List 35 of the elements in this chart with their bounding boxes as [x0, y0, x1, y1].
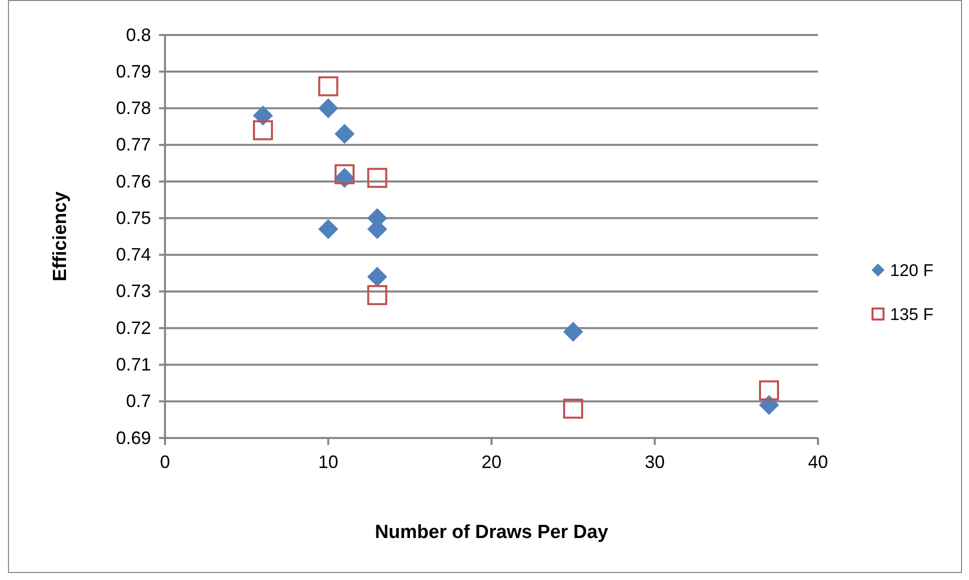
point: [367, 168, 388, 188]
point: [367, 266, 388, 287]
y-tick-label: 0.7: [126, 391, 151, 412]
y-tick-label: 0.76: [116, 171, 151, 192]
point: [563, 322, 584, 342]
x-tick-label: 40: [808, 452, 828, 472]
x-tick-label: 0: [160, 452, 170, 472]
point: [563, 398, 584, 419]
point: [252, 106, 273, 126]
x-tick-label: 10: [318, 452, 338, 472]
x-axis-title: Number of Draws Per Day: [374, 522, 609, 543]
y-tick-label: 0.8: [126, 24, 151, 45]
point: [318, 98, 338, 118]
y-tick-label: 0.78: [116, 98, 151, 118]
y-tick-label: 0.75: [116, 208, 151, 228]
point: [334, 164, 355, 184]
y-tick-label: 0.79: [116, 61, 151, 82]
legend-label: 135 F: [890, 305, 934, 324]
point: [759, 380, 780, 400]
point: [318, 76, 338, 96]
y-axis-title: Efficiency: [50, 191, 71, 282]
point: [252, 120, 273, 140]
y-tick-label: 0.77: [116, 134, 151, 155]
x-tick-label: 20: [481, 452, 502, 472]
y-tick-label: 0.73: [116, 281, 151, 302]
point: [334, 124, 355, 144]
y-tick-label: 0.71: [116, 354, 151, 374]
legend-label: 120 F: [890, 261, 934, 280]
point: [367, 285, 388, 306]
point: [318, 219, 338, 240]
y-tick-label: 0.69: [116, 428, 151, 448]
point: [759, 395, 780, 416]
x-tick-label: 30: [644, 452, 665, 472]
y-tick-label: 0.72: [116, 318, 151, 338]
y-tick-label: 0.74: [116, 244, 151, 265]
